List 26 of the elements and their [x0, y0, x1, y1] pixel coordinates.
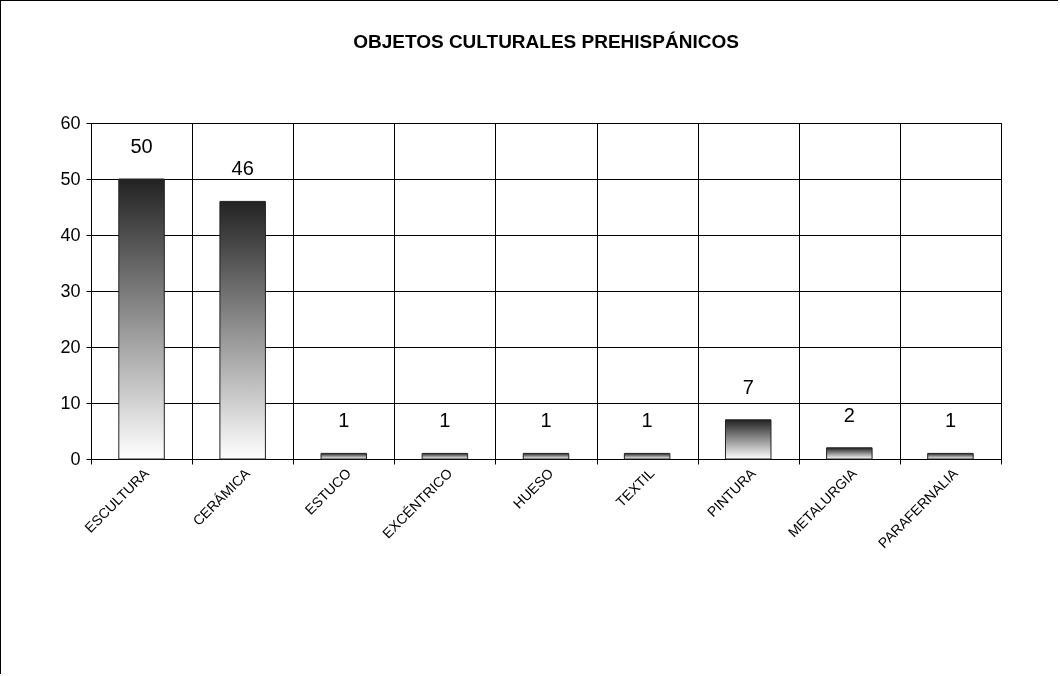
y-tick-label: 30 — [60, 280, 81, 301]
bar — [927, 452, 974, 460]
y-tick-label: 0 — [70, 448, 81, 469]
bar — [320, 452, 368, 460]
data-label: 1 — [439, 409, 451, 432]
bar — [118, 178, 165, 460]
data-label: 2 — [843, 403, 855, 426]
data-label: 1 — [641, 409, 653, 432]
data-label: 1 — [338, 409, 350, 432]
bar — [826, 447, 873, 460]
data-label: 7 — [742, 375, 754, 398]
y-tick-label: 60 — [60, 112, 81, 133]
data-label: 1 — [540, 409, 552, 432]
data-label: 50 — [130, 135, 153, 157]
y-tick-label: 20 — [60, 336, 81, 357]
bar — [219, 200, 266, 460]
data-label: 46 — [231, 157, 254, 180]
data-label: 1 — [944, 409, 957, 432]
bar — [421, 452, 469, 460]
chart-title: OBJETOS CULTURALES PREHISPÁNICOS — [353, 31, 739, 52]
y-tick-label: 50 — [60, 168, 81, 189]
bar — [623, 452, 671, 460]
bar — [522, 452, 570, 460]
bar — [724, 419, 772, 460]
y-tick-label: 40 — [60, 224, 81, 245]
y-tick-label: 10 — [60, 392, 81, 413]
